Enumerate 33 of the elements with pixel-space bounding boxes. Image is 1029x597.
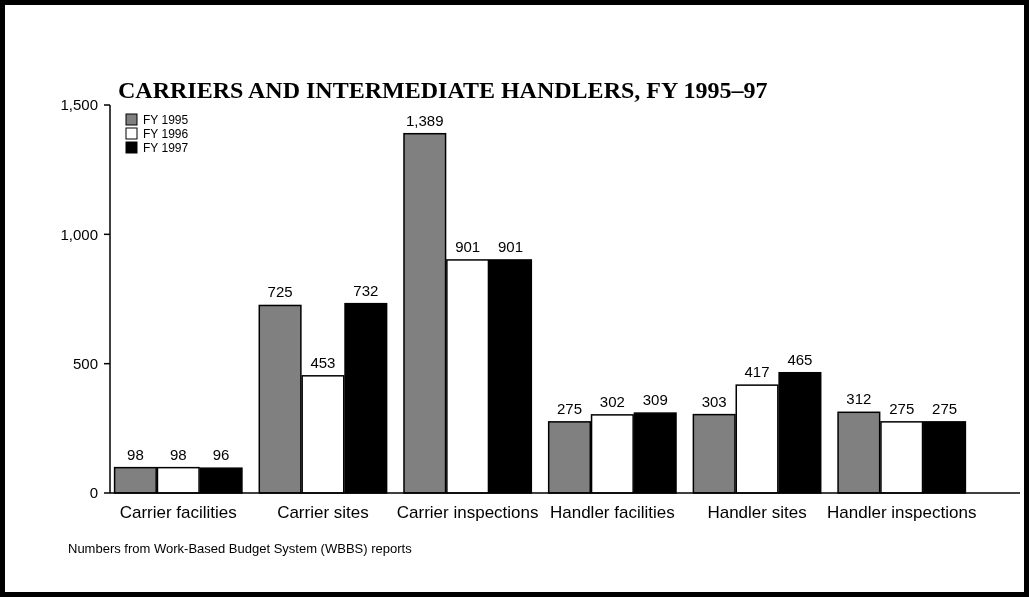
data-label: 96 bbox=[212, 446, 230, 464]
x-tick-label: Handler sites bbox=[707, 503, 807, 522]
y-tick-label: 1,000 bbox=[60, 225, 98, 243]
data-label: 901 bbox=[455, 237, 481, 255]
legend-label: FY 1996 bbox=[143, 126, 189, 141]
data-label: 302 bbox=[599, 392, 625, 410]
data-label: 901 bbox=[498, 237, 524, 255]
data-label: 98 bbox=[169, 445, 187, 463]
data-label: 309 bbox=[642, 391, 668, 409]
data-label: 732 bbox=[353, 281, 379, 299]
data-label: 98 bbox=[127, 445, 144, 463]
chart-title: CARRIERS AND INTERMEDIATE HANDLERS, FY 1995–97 bbox=[118, 77, 768, 103]
data-label: 312 bbox=[846, 390, 872, 408]
y-tick-label: 0 bbox=[89, 484, 98, 502]
data-label: 275 bbox=[889, 399, 915, 417]
y-tick-label: 1,500 bbox=[60, 96, 98, 114]
data-label: 465 bbox=[787, 350, 813, 368]
x-tick-label: Handler facilities bbox=[549, 503, 675, 522]
x-tick-label: Carrier inspections bbox=[396, 503, 539, 522]
data-label: 303 bbox=[701, 392, 727, 410]
text: Numbers from Work-Based Budget System (WBBS) reports bbox=[68, 541, 413, 556]
y-tick-label: 500 bbox=[72, 354, 98, 372]
x-tick-label: Carrier facilities bbox=[119, 503, 237, 522]
data-label: 417 bbox=[744, 363, 770, 381]
legend-label: FY 1995 bbox=[143, 112, 189, 127]
data-label: 1,389 bbox=[406, 111, 444, 129]
data-label: 453 bbox=[310, 353, 336, 371]
x-tick-label: Handler inspections bbox=[827, 503, 977, 522]
data-label: 275 bbox=[556, 399, 582, 417]
x-tick-label: Carrier sites bbox=[277, 503, 369, 522]
data-label: 275 bbox=[932, 399, 958, 417]
data-label: 725 bbox=[267, 283, 293, 301]
legend-label: FY 1997 bbox=[143, 140, 189, 155]
